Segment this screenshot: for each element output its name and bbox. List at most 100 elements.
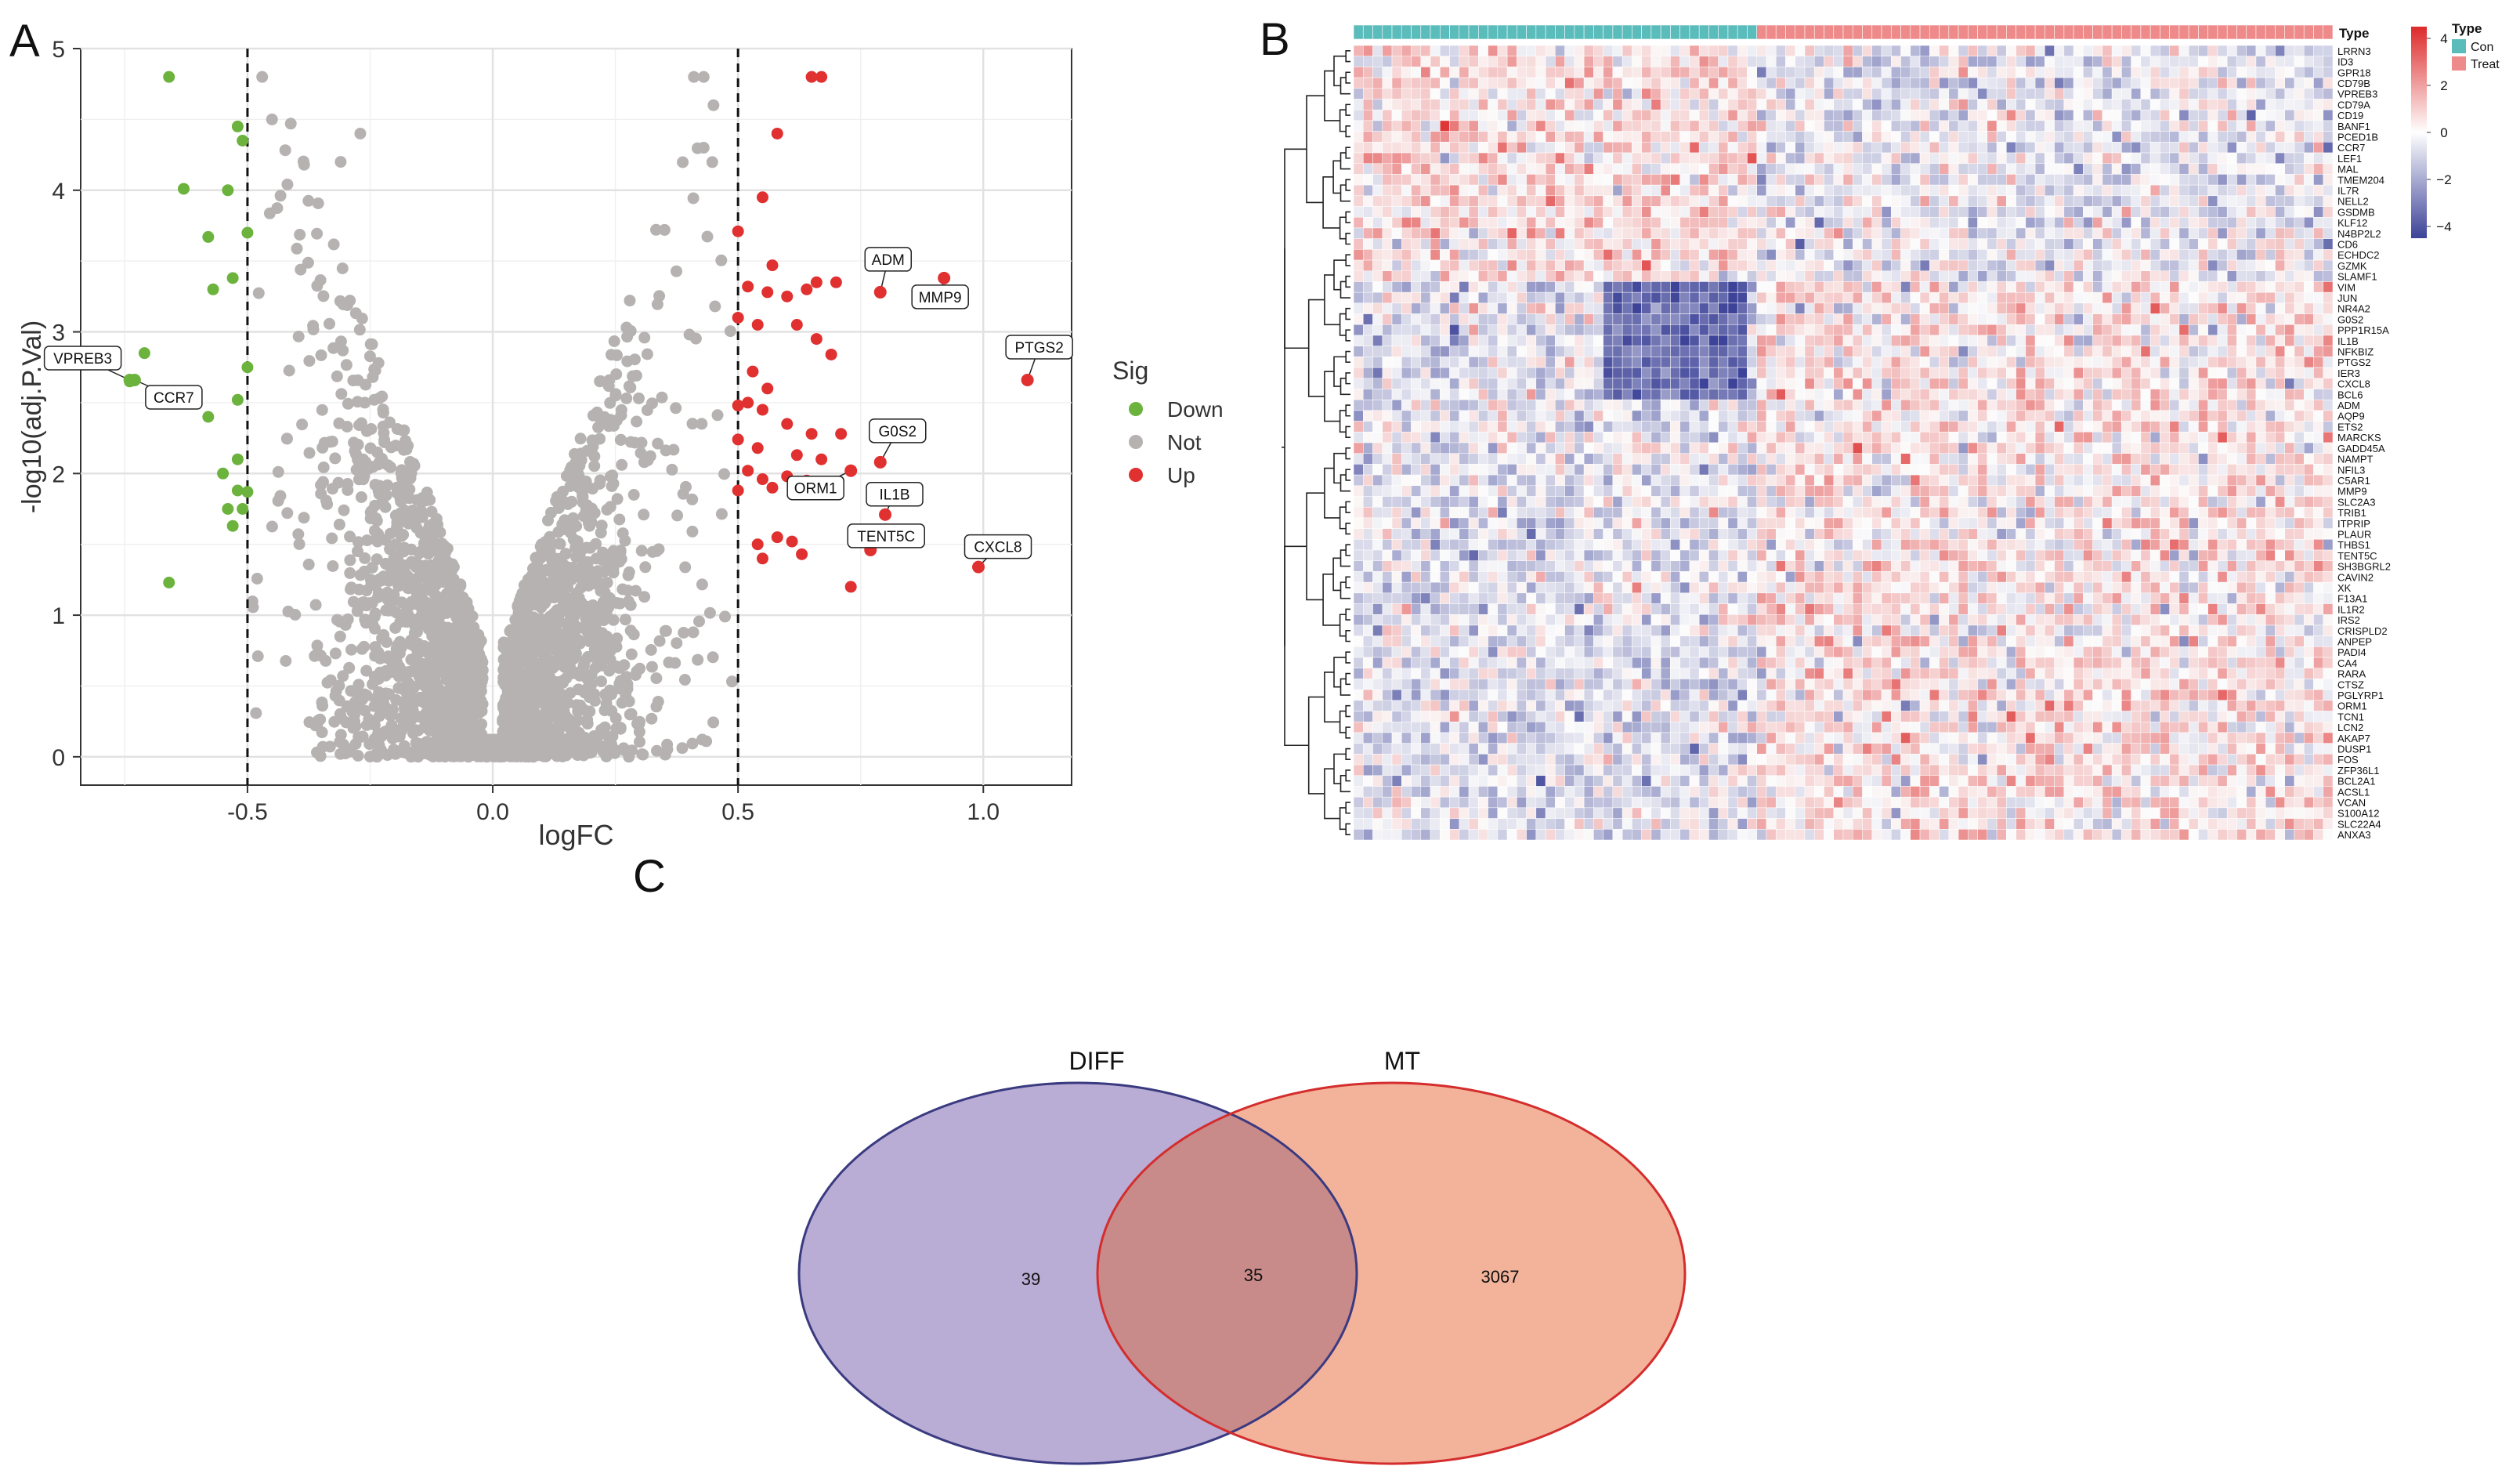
heatmap-cell bbox=[2188, 88, 2199, 100]
heatmap-cell bbox=[1718, 152, 1729, 164]
heatmap-cell bbox=[2303, 142, 2314, 154]
heatmap-cell bbox=[1804, 45, 1815, 56]
not-point bbox=[291, 242, 303, 255]
heatmap-cell bbox=[1430, 131, 1441, 143]
not-point bbox=[437, 653, 450, 666]
heatmap-cell bbox=[1478, 216, 1488, 229]
heatmap-cell bbox=[1891, 120, 1901, 132]
heatmap-cell bbox=[2016, 88, 2026, 100]
heatmap-cell bbox=[2313, 249, 2323, 261]
heatmap-cell bbox=[1382, 45, 1393, 56]
heatmap-cell bbox=[1708, 195, 1719, 207]
heatmap-cell bbox=[1488, 45, 1499, 56]
heatmap-cell bbox=[2303, 238, 2314, 250]
heatmap-cell bbox=[2016, 184, 2026, 197]
annotation-cell bbox=[2025, 24, 2036, 40]
not-point bbox=[607, 614, 620, 626]
heatmap-cell bbox=[1420, 88, 1431, 100]
heatmap-cell bbox=[1603, 45, 1614, 56]
heatmap-cell bbox=[1689, 88, 1700, 100]
heatmap-cell bbox=[1824, 174, 1834, 186]
heatmap-cell bbox=[1698, 45, 1709, 56]
heatmap-cell bbox=[1804, 174, 1815, 186]
heatmap-cell bbox=[1449, 109, 1460, 121]
heatmap-cell bbox=[1459, 174, 1470, 186]
heatmap-cell bbox=[1881, 163, 1892, 175]
heatmap-cell bbox=[1632, 174, 1642, 186]
heatmap-cell bbox=[1382, 174, 1393, 186]
heatmap-cell bbox=[1785, 88, 1795, 100]
heatmap-cell bbox=[2054, 56, 2065, 67]
heatmap-cell bbox=[1564, 99, 1575, 110]
heatmap-cell bbox=[1824, 206, 1834, 218]
heatmap-cell bbox=[1833, 56, 1844, 67]
heatmap-cell bbox=[1545, 45, 1556, 56]
heatmap-cell bbox=[1641, 67, 1652, 78]
not-point bbox=[326, 532, 338, 545]
heatmap-cell bbox=[1468, 249, 1479, 261]
heatmap-cell bbox=[1968, 227, 1978, 239]
not-point bbox=[638, 509, 650, 521]
heatmap-cell bbox=[1593, 67, 1603, 78]
heatmap-cell bbox=[2045, 195, 2055, 207]
x-axis-label: logFC bbox=[538, 819, 613, 851]
heatmap-cell bbox=[2034, 206, 2045, 218]
heatmap-cell bbox=[1593, 195, 1603, 207]
heatmap-cell bbox=[1660, 227, 1671, 239]
heatmap-cell bbox=[1420, 99, 1431, 110]
heatmap-cell bbox=[2131, 195, 2142, 207]
annotation-cell bbox=[2149, 24, 2160, 40]
heatmap-cell bbox=[1650, 131, 1661, 143]
not-point bbox=[588, 450, 601, 462]
heatmap-cell bbox=[1871, 163, 1882, 175]
heatmap-cell bbox=[2188, 67, 2199, 78]
heatmap-cell bbox=[1545, 238, 1556, 250]
heatmap-cell bbox=[1996, 88, 2007, 100]
heatmap-cell bbox=[1411, 109, 1422, 121]
heatmap-cell bbox=[2045, 259, 2055, 271]
heatmap-cell bbox=[1919, 67, 1930, 78]
heatmap-cell bbox=[1401, 216, 1412, 229]
heatmap-cell bbox=[1756, 184, 1767, 197]
heatmap-cell bbox=[1689, 163, 1700, 175]
heatmap-cell bbox=[2284, 227, 2295, 239]
heatmap-cell bbox=[2246, 56, 2257, 67]
not-point bbox=[635, 436, 648, 449]
heatmap-cell bbox=[1506, 227, 1517, 239]
heatmap-cell bbox=[1459, 120, 1470, 132]
heatmap-cell bbox=[1824, 216, 1834, 229]
heatmap-cell bbox=[1545, 216, 1556, 229]
heatmap-cell bbox=[1363, 184, 1373, 197]
not-point bbox=[558, 496, 570, 509]
heatmap-cell bbox=[1679, 163, 1690, 175]
heatmap-cell bbox=[1756, 67, 1767, 78]
not-point bbox=[333, 679, 345, 692]
not-point bbox=[363, 751, 376, 763]
heatmap-cell bbox=[1718, 120, 1729, 132]
heatmap-cell bbox=[1824, 45, 1834, 56]
heatmap-cell bbox=[1977, 77, 1988, 89]
not-point bbox=[653, 543, 665, 556]
heatmap-cell bbox=[1727, 174, 1738, 186]
heatmap-cell bbox=[1478, 131, 1488, 143]
heatmap-cell bbox=[2140, 67, 2151, 78]
heatmap-cell bbox=[1891, 56, 1901, 67]
heatmap-cell bbox=[1948, 152, 1959, 164]
annotation-cell bbox=[1660, 24, 1671, 40]
heatmap-cell bbox=[1747, 227, 1757, 239]
heatmap-cell bbox=[2313, 227, 2323, 239]
heatmap-cell bbox=[2323, 88, 2334, 100]
heatmap-cell bbox=[2073, 238, 2084, 250]
heatmap-cell bbox=[1641, 249, 1652, 261]
heatmap-cell bbox=[2207, 163, 2218, 175]
heatmap-cell bbox=[2016, 163, 2026, 175]
heatmap-cell bbox=[1632, 152, 1642, 164]
annotation-cell bbox=[1564, 24, 1575, 40]
heatmap-cell bbox=[1478, 238, 1488, 250]
heatmap-cell bbox=[2169, 131, 2180, 143]
heatmap-cell bbox=[1545, 174, 1556, 186]
not-point bbox=[390, 606, 403, 619]
heatmap-cell bbox=[1545, 56, 1556, 67]
heatmap-cell bbox=[1440, 206, 1450, 218]
heatmap-cell bbox=[2275, 99, 2285, 110]
